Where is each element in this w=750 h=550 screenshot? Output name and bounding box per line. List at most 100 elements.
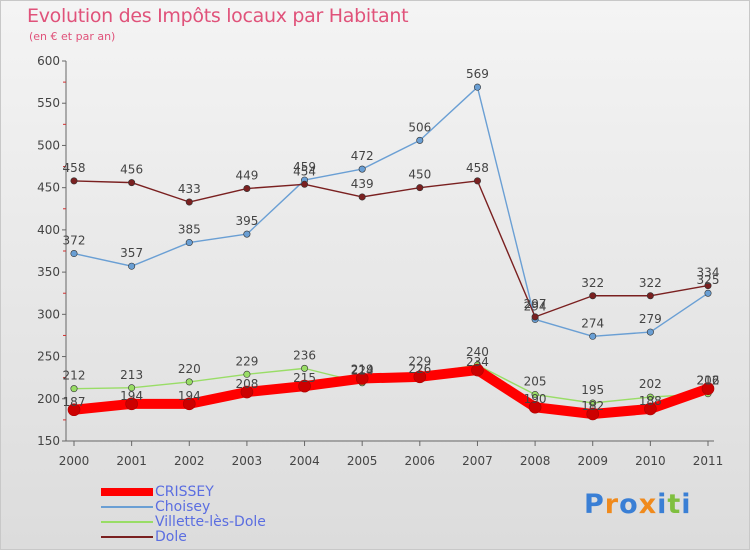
legend-label-crissey: CRISSEY xyxy=(155,484,214,500)
data-point xyxy=(531,391,539,399)
data-label: 454 xyxy=(293,164,316,178)
data-label: 325 xyxy=(697,273,720,287)
data-point xyxy=(128,179,136,187)
data-label: 395 xyxy=(235,214,258,228)
x-tick-label: 2001 xyxy=(116,454,147,468)
data-label: 472 xyxy=(351,149,374,163)
x-tick-label: 2010 xyxy=(635,454,666,468)
x-tick-label: 2000 xyxy=(59,454,90,468)
x-tick-label: 2007 xyxy=(462,454,493,468)
y-tick-label: 500 xyxy=(37,138,60,152)
data-label: 194 xyxy=(178,389,201,403)
logo-letter: o xyxy=(619,489,639,520)
data-label: 449 xyxy=(235,169,258,183)
y-tick-label: 400 xyxy=(37,223,60,237)
data-point xyxy=(413,370,427,384)
data-label: 506 xyxy=(408,120,431,134)
data-label: 334 xyxy=(697,266,720,280)
data-label: 220 xyxy=(178,362,201,376)
data-point xyxy=(67,403,81,417)
data-point xyxy=(185,378,193,386)
data-point xyxy=(358,193,366,201)
data-point xyxy=(128,262,136,270)
data-label: 433 xyxy=(178,182,201,196)
data-point xyxy=(471,363,484,377)
series-line-dole xyxy=(73,180,709,318)
data-label: 226 xyxy=(408,362,431,376)
data-point xyxy=(185,239,193,247)
data-label: 458 xyxy=(466,161,489,175)
legend-label-choisey: Choisey xyxy=(155,499,211,515)
logo-letter: t xyxy=(667,489,682,520)
data-label: 385 xyxy=(178,223,201,237)
data-point xyxy=(704,282,712,290)
x-tick-label: 2008 xyxy=(520,454,551,468)
data-point xyxy=(70,250,78,258)
data-point xyxy=(301,180,309,188)
data-label: 212 xyxy=(63,369,86,383)
y-tick-label: 450 xyxy=(37,181,60,195)
data-point xyxy=(358,165,366,173)
y-tick-label: 350 xyxy=(37,265,60,279)
legend-label-villette: Villette-lès-Dole xyxy=(155,514,266,530)
y-tick-label: 150 xyxy=(37,434,60,448)
data-label: 372 xyxy=(63,234,86,248)
data-label: 202 xyxy=(639,377,662,391)
data-point xyxy=(416,136,424,144)
data-point xyxy=(589,399,597,407)
y-tick-label: 200 xyxy=(37,392,60,406)
x-tick-label: 2002 xyxy=(174,454,205,468)
data-point xyxy=(704,289,712,297)
data-point xyxy=(473,177,481,185)
legend-swatch-dole xyxy=(101,536,153,538)
chart-title: Evolution des Impôts locaux par Habitant xyxy=(27,5,409,27)
data-point xyxy=(586,407,600,421)
data-label: 208 xyxy=(235,377,258,391)
data-label: 322 xyxy=(581,276,604,290)
data-point xyxy=(185,198,193,206)
data-point xyxy=(646,393,654,401)
chart-subtitle: (en € et par an) xyxy=(29,30,116,43)
series-line-choisey xyxy=(73,86,709,337)
data-label: 458 xyxy=(63,161,86,175)
data-point xyxy=(355,372,369,385)
data-label: 215 xyxy=(293,371,316,385)
data-label: 205 xyxy=(524,375,547,389)
data-point xyxy=(531,313,539,321)
data-label: 456 xyxy=(120,163,143,177)
data-label: 212 xyxy=(697,374,720,388)
x-tick-label: 2003 xyxy=(232,454,263,468)
x-tick-label: 2004 xyxy=(289,454,320,468)
data-label: 322 xyxy=(639,276,662,290)
data-point xyxy=(243,185,251,193)
logo-letter: r xyxy=(604,489,620,520)
data-point xyxy=(182,397,196,411)
logo-letter: x xyxy=(638,489,658,520)
data-point xyxy=(301,364,309,372)
legend-swatch-crissey xyxy=(101,488,153,496)
legend-swatch-choisey xyxy=(101,506,153,508)
data-label: 219 xyxy=(351,363,374,377)
data-point xyxy=(646,292,654,300)
series-line-crissey xyxy=(69,365,713,419)
proxiti-logo: Proxiti xyxy=(584,489,692,520)
data-point xyxy=(644,402,657,416)
data-label: 188 xyxy=(639,394,662,408)
data-label: 187 xyxy=(63,395,86,409)
data-label: 294 xyxy=(524,299,547,313)
data-point xyxy=(243,230,251,238)
data-label: 450 xyxy=(408,168,431,182)
y-tick-label: 250 xyxy=(37,350,60,364)
data-label: 224 xyxy=(351,364,374,378)
data-label: 274 xyxy=(581,316,604,330)
data-label: 229 xyxy=(235,354,258,368)
logo-letter: i xyxy=(657,489,668,520)
y-tick-label: 550 xyxy=(37,96,60,110)
y-tick-label: 600 xyxy=(37,54,60,68)
data-point xyxy=(240,385,254,399)
x-tick-label: 2009 xyxy=(577,454,608,468)
data-label: 236 xyxy=(293,348,316,362)
data-point xyxy=(298,379,311,393)
data-point xyxy=(70,385,78,393)
logo-letter: P xyxy=(584,489,605,520)
